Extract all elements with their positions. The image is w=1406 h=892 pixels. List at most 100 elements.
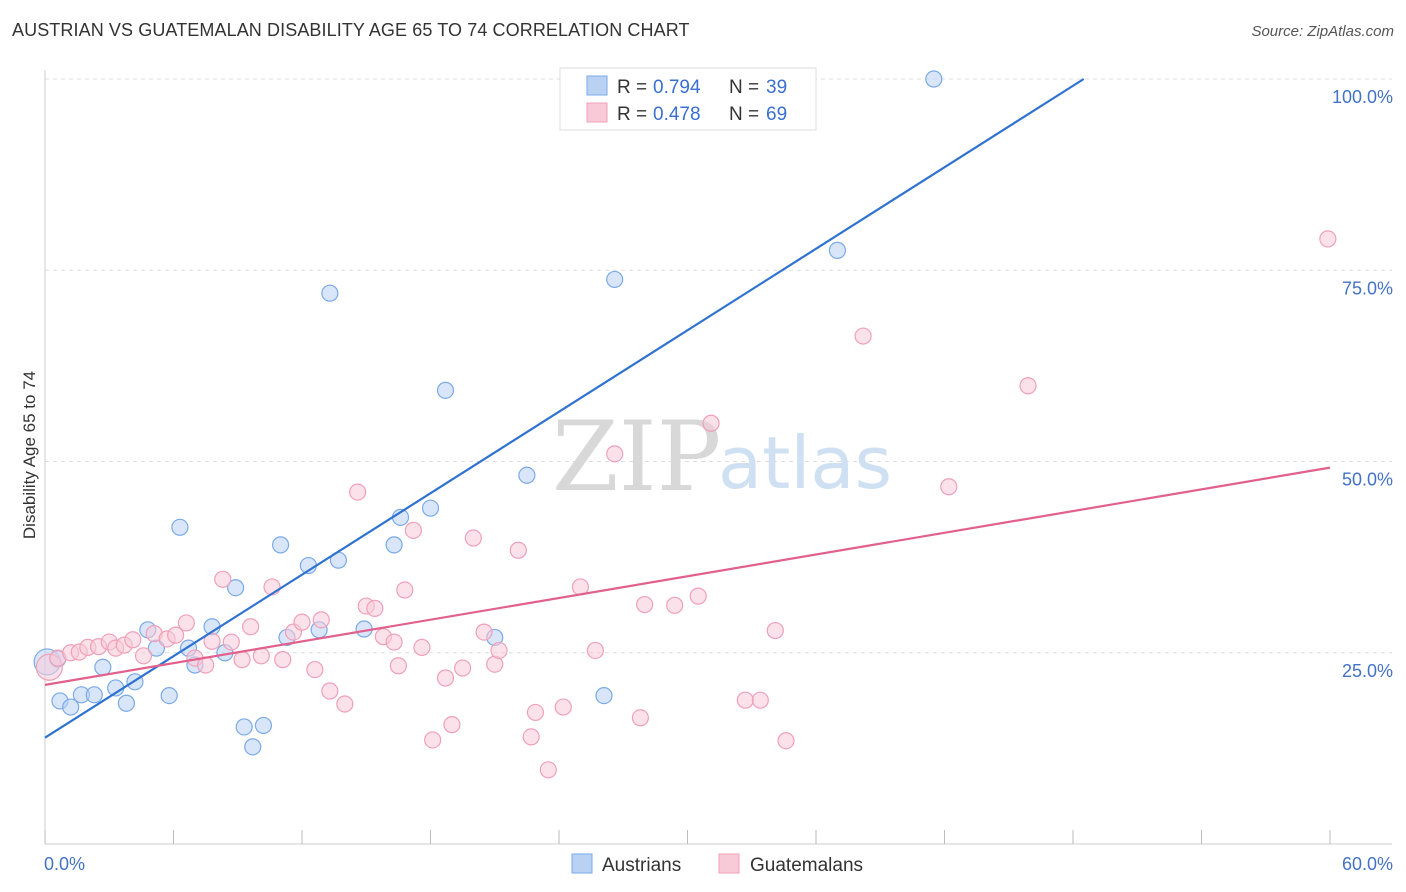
point-guatemalans-56: [631, 709, 649, 727]
data-points: [33, 70, 1337, 779]
point-guatemalans-27: [306, 660, 324, 679]
watermark-zip: ZIP: [552, 401, 721, 513]
correlation-legend: R = 0.794 N = 39 R = 0.478 N = 69: [559, 67, 817, 131]
point-guatemalans-19: [222, 633, 240, 651]
bottom-legend-swatch-austrians: [571, 853, 593, 874]
point-guatemalans-65: [854, 327, 872, 345]
point-austrians-26: [321, 284, 339, 302]
point-guatemalans-42: [443, 716, 461, 734]
point-guatemalans-47: [490, 641, 508, 660]
legend-r-label-austrians: R =: [617, 77, 647, 98]
watermark: ZIP atlas: [552, 401, 892, 513]
legend-n-label-austrians: N =: [729, 77, 759, 98]
point-guatemalans-48: [509, 541, 527, 559]
point-guatemalans-17: [203, 632, 221, 650]
point-guatemalans-58: [666, 596, 684, 614]
point-austrians-18: [227, 579, 245, 597]
point-guatemalans-55: [606, 445, 624, 463]
point-austrians-6: [94, 658, 112, 676]
gridlines: [45, 78, 1392, 654]
watermark-atlas: atlas: [718, 421, 892, 505]
point-guatemalans-68: [1319, 230, 1337, 248]
point-guatemalans-20: [233, 651, 251, 669]
legend-n-label-guatemalans: N =: [729, 104, 759, 125]
bottom-legend-swatch-guatemalans: [718, 853, 740, 874]
point-guatemalans-40: [424, 731, 442, 749]
bottom-legend-label-guatemalans: Guatemalans: [750, 855, 863, 876]
point-austrians-31: [421, 499, 440, 517]
point-guatemalans-57: [636, 595, 654, 614]
point-guatemalans-24: [274, 651, 292, 669]
point-austrians-22: [271, 536, 290, 554]
point-austrians-35: [595, 686, 613, 705]
point-guatemalans-36: [389, 657, 407, 675]
point-guatemalans-61: [736, 691, 754, 709]
point-guatemalans-33: [366, 599, 384, 617]
y-tick-label-100: 100.0%: [1332, 87, 1393, 107]
point-austrians-5: [85, 686, 103, 704]
point-guatemalans-10: [134, 647, 153, 665]
chart-title: AUSTRIAN VS GUATEMALAN DISABILITY AGE 65…: [12, 20, 690, 40]
x-axis-ticks: [44, 830, 1331, 844]
point-guatemalans-50: [526, 703, 545, 722]
point-guatemalans-37: [396, 581, 414, 599]
point-guatemalans-60: [702, 414, 720, 432]
point-guatemalans-28: [312, 611, 330, 629]
legend-r-label-guatemalans: R =: [617, 104, 647, 125]
bottom-legend-label-austrians: Austrians: [602, 855, 681, 876]
point-guatemalans-38: [404, 521, 422, 539]
point-guatemalans-30: [336, 695, 354, 713]
point-guatemalans-52: [554, 698, 572, 716]
y-tick-label-25: 25.0%: [1342, 661, 1393, 681]
point-guatemalans-41: [436, 669, 455, 687]
trend-lines: [44, 78, 1331, 739]
y-axis-tick-labels: 25.0% 50.0% 75.0% 100.0%: [1332, 87, 1393, 681]
point-guatemalans-54: [586, 641, 605, 660]
trend-line-guatemalans: [44, 466, 1331, 686]
legend-r-value-austrians: 0.794: [653, 77, 701, 98]
legend-swatch-guatemalans: [586, 102, 608, 123]
x-tick-label-max: 60.0%: [1342, 854, 1393, 874]
legend-n-value-guatemalans: 69: [766, 104, 787, 125]
point-austrians-8: [117, 694, 135, 712]
point-austrians-38: [925, 70, 943, 88]
series-legend: Austrians Guatemalans: [571, 853, 863, 876]
point-austrians-36: [606, 270, 624, 289]
legend-r-value-guatemalans: 0.478: [653, 104, 701, 125]
point-guatemalans-66: [940, 478, 958, 496]
point-guatemalans-21: [242, 618, 260, 636]
point-austrians-13: [171, 518, 189, 536]
point-austrians-37: [828, 241, 847, 259]
point-guatemalans-51: [539, 761, 557, 779]
y-tick-label-50: 50.0%: [1342, 470, 1393, 490]
point-guatemalans-31: [349, 483, 367, 501]
point-guatemalans-67: [1019, 377, 1037, 395]
point-guatemalans-14: [177, 614, 195, 632]
point-guatemalans-35: [385, 633, 403, 651]
point-guatemalans-59: [689, 587, 707, 605]
point-guatemalans-63: [766, 621, 784, 640]
x-tick-label-min: 0.0%: [44, 854, 85, 874]
axes: [44, 70, 1392, 845]
point-austrians-12: [160, 686, 178, 705]
point-guatemalans-9: [124, 631, 142, 649]
point-austrians-21: [254, 716, 273, 735]
point-guatemalans-45: [475, 623, 493, 641]
point-guatemalans-13: [167, 626, 185, 644]
point-guatemalans-49: [522, 728, 540, 746]
point-guatemalans-39: [413, 638, 431, 656]
legend-n-value-austrians: 39: [766, 77, 787, 98]
point-austrians-19: [235, 718, 253, 736]
y-tick-label-75: 75.0%: [1342, 278, 1393, 298]
source-label: Source: ZipAtlas.com: [1251, 23, 1394, 40]
point-guatemalans-44: [464, 529, 482, 547]
point-guatemalans-62: [751, 691, 769, 709]
point-austrians-3: [62, 698, 80, 716]
trend-line-austrians: [44, 78, 1085, 739]
point-guatemalans-64: [777, 732, 795, 750]
point-guatemalans-29: [321, 682, 339, 700]
point-guatemalans-26: [293, 613, 311, 631]
legend-swatch-austrians: [586, 75, 608, 96]
point-austrians-32: [436, 381, 455, 399]
